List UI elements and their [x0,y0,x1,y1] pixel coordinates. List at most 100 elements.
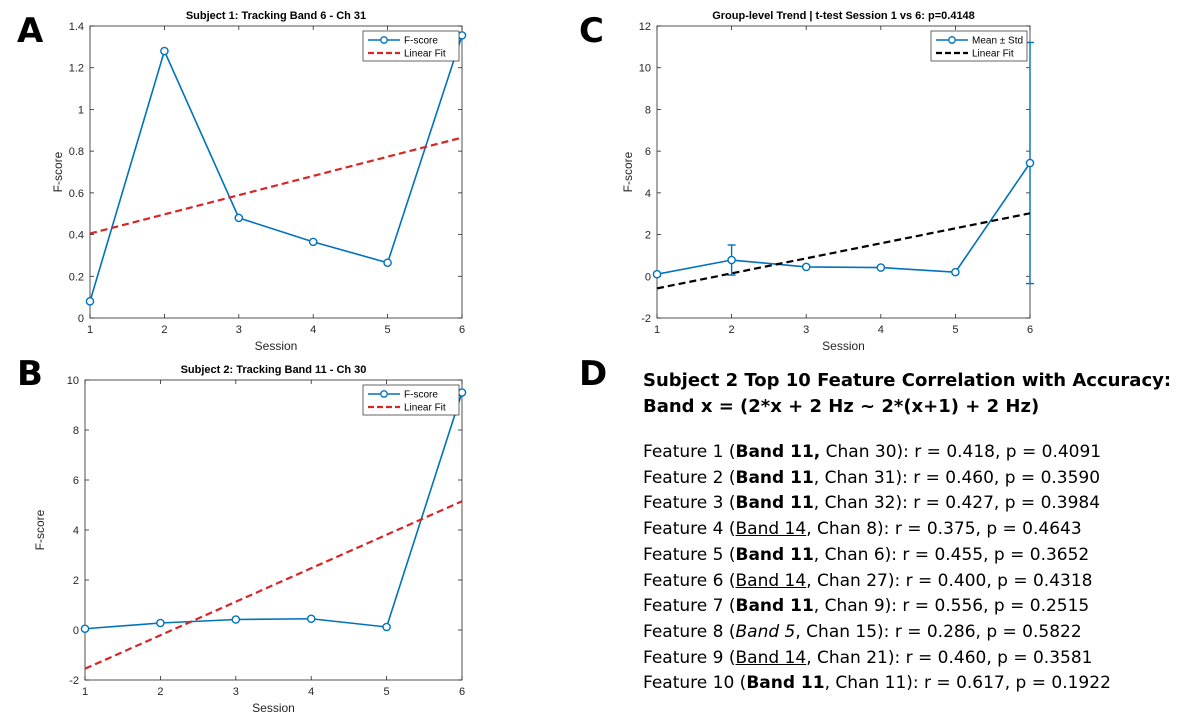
data-point [160,46,169,56]
series-line [657,162,1030,275]
feature-prefix: Feature 9 ( [643,647,736,668]
y-tick-label: 6 [645,146,651,158]
x-tick-label: 2 [729,324,735,336]
x-tick-label: 4 [878,324,884,336]
x-axis-label: Session [822,339,865,353]
data-point [1025,158,1035,168]
y-tick-label: 4 [73,525,79,537]
panel-letter-d: D [579,354,608,394]
data-point [951,267,960,277]
y-tick-label: 8 [645,104,651,116]
feature-prefix: Feature 1 ( [643,442,736,462]
feature-row: Feature 6 (Band 14, Chan 27): r = 0.400,… [643,569,1188,595]
legend-swatch-marker [380,390,388,398]
legend-box [930,30,1028,62]
y-tick-label: 2 [73,575,79,587]
feature-list: Feature 1 (Band 11, Chan 30): r = 0.418,… [643,440,1188,697]
feature-band: Band 11 [735,544,814,565]
feature-band: Band 11, [735,442,821,462]
feature-row: Feature 10 (Band 11, Chan 11): r = 0.617… [643,671,1188,697]
y-axis-label: F-score [33,509,47,550]
x-tick-label: 5 [385,324,391,336]
feature-row: Feature 8 (Band 5, Chan 15): r = 0.286, … [643,620,1188,646]
feature-row: Feature 4 (Band 14, Chan 8): r = 0.375, … [643,517,1188,543]
linear-fit-line [657,212,1030,290]
plot-area [89,25,463,319]
data-point [234,213,244,223]
y-tick-label: 0 [645,271,651,283]
data-point [80,624,90,634]
feature-stats: , Chan 21): r = 0.460, p = 0.3581 [806,647,1093,668]
feature-stats: , Chan 11): r = 0.617, p = 0.1922 [824,673,1111,694]
feature-stats: Chan 30): r = 0.418, p = 0.4091 [820,442,1102,462]
y-tick-label: 0 [78,313,84,325]
x-tick-label: 6 [1027,324,1033,336]
y-tick-label: -2 [641,313,651,325]
legend-box [362,30,460,62]
feature-row: Feature 7 (Band 11, Chan 9): r = 0.556, … [643,594,1188,620]
feature-prefix: Feature 7 ( [643,596,736,617]
legend-entry: Linear Fit [972,49,1014,60]
feature-row: Feature 2 (Band 11, Chan 31): r = 0.460,… [643,466,1188,492]
feature-row: Feature 3 (Band 11, Chan 32): r = 0.427,… [643,491,1188,517]
feature-stats: , Chan 31): r = 0.460, p = 0.3590 [813,467,1101,488]
data-point [231,615,241,624]
y-tick-label: 0.8 [69,146,84,158]
x-axis-label: Session [252,701,295,715]
linear-fit-line [90,136,462,235]
legend-swatch-marker [380,36,388,44]
legend-swatch-marker [948,36,956,44]
y-tick-label: 1.2 [69,63,84,75]
feature-heading-line-2: Band x = (2*x + 2 Hz ~ 2*(x+1) + 2 Hz) [643,396,1040,417]
feature-prefix: Feature 3 ( [643,493,736,514]
series-line [90,35,462,302]
feature-correlation-panel: Subject 2 Top 10 Feature Correlation wit… [643,368,1188,697]
x-axis-label: Session [255,339,298,353]
feature-prefix: Feature 4 ( [643,519,736,540]
y-tick-label: 0.2 [69,271,84,283]
data-point [85,297,95,306]
feature-prefix: Feature 6 ( [643,570,736,591]
feature-stats: , Chan 6): r = 0.455, p = 0.3652 [813,544,1090,565]
legend-entry: F-score [404,36,438,47]
y-tick-label: 2 [645,230,651,242]
feature-band: Band 14 [735,647,807,668]
y-tick-label: 8 [73,425,79,437]
y-tick-label: -2 [69,675,79,687]
legend-box [362,384,460,416]
panel-letter-a: A [17,11,44,51]
y-tick-label: 0.4 [69,230,84,242]
data-point [876,263,886,272]
feature-row: Feature 5 (Band 11, Chan 6): r = 0.455, … [643,543,1188,569]
feature-heading: Subject 2 Top 10 Feature Correlation wit… [643,368,1188,420]
feature-prefix: Feature 8 ( [643,621,736,642]
x-tick-label: 3 [233,686,239,698]
feature-prefix: Feature 5 ( [643,544,736,565]
x-tick-label: 1 [654,324,660,336]
feature-stats: , Chan 32): r = 0.427, p = 0.3984 [813,493,1101,514]
x-tick-label: 6 [459,686,465,698]
x-tick-label: 6 [459,324,465,336]
feature-band: Band 11 [735,596,814,617]
y-axis-label: F-score [621,151,635,192]
panel-letter-b: B [17,354,43,394]
feature-band: Band 14 [735,519,807,540]
x-tick-label: 3 [236,324,242,336]
y-tick-label: 10 [67,375,79,387]
x-tick-label: 2 [161,324,167,336]
feature-heading-line-1: Subject 2 Top 10 Feature Correlation wit… [643,370,1172,391]
y-tick-label: 4 [645,188,651,200]
y-tick-label: 1.4 [69,21,84,33]
y-tick-label: 0 [73,625,79,637]
plot-area [656,25,1031,319]
chart-title: Subject 2: Tracking Band 11 - Ch 30 [181,364,367,376]
y-tick-label: 6 [73,475,79,487]
y-tick-label: 1 [78,104,84,116]
feature-row: Feature 1 (Band 11, Chan 30): r = 0.418,… [643,440,1188,466]
linear-fit-line [85,500,462,670]
data-point [652,269,662,279]
x-tick-label: 4 [310,324,316,336]
y-tick-label: 12 [639,21,651,33]
legend-entry: Linear Fit [404,403,446,414]
